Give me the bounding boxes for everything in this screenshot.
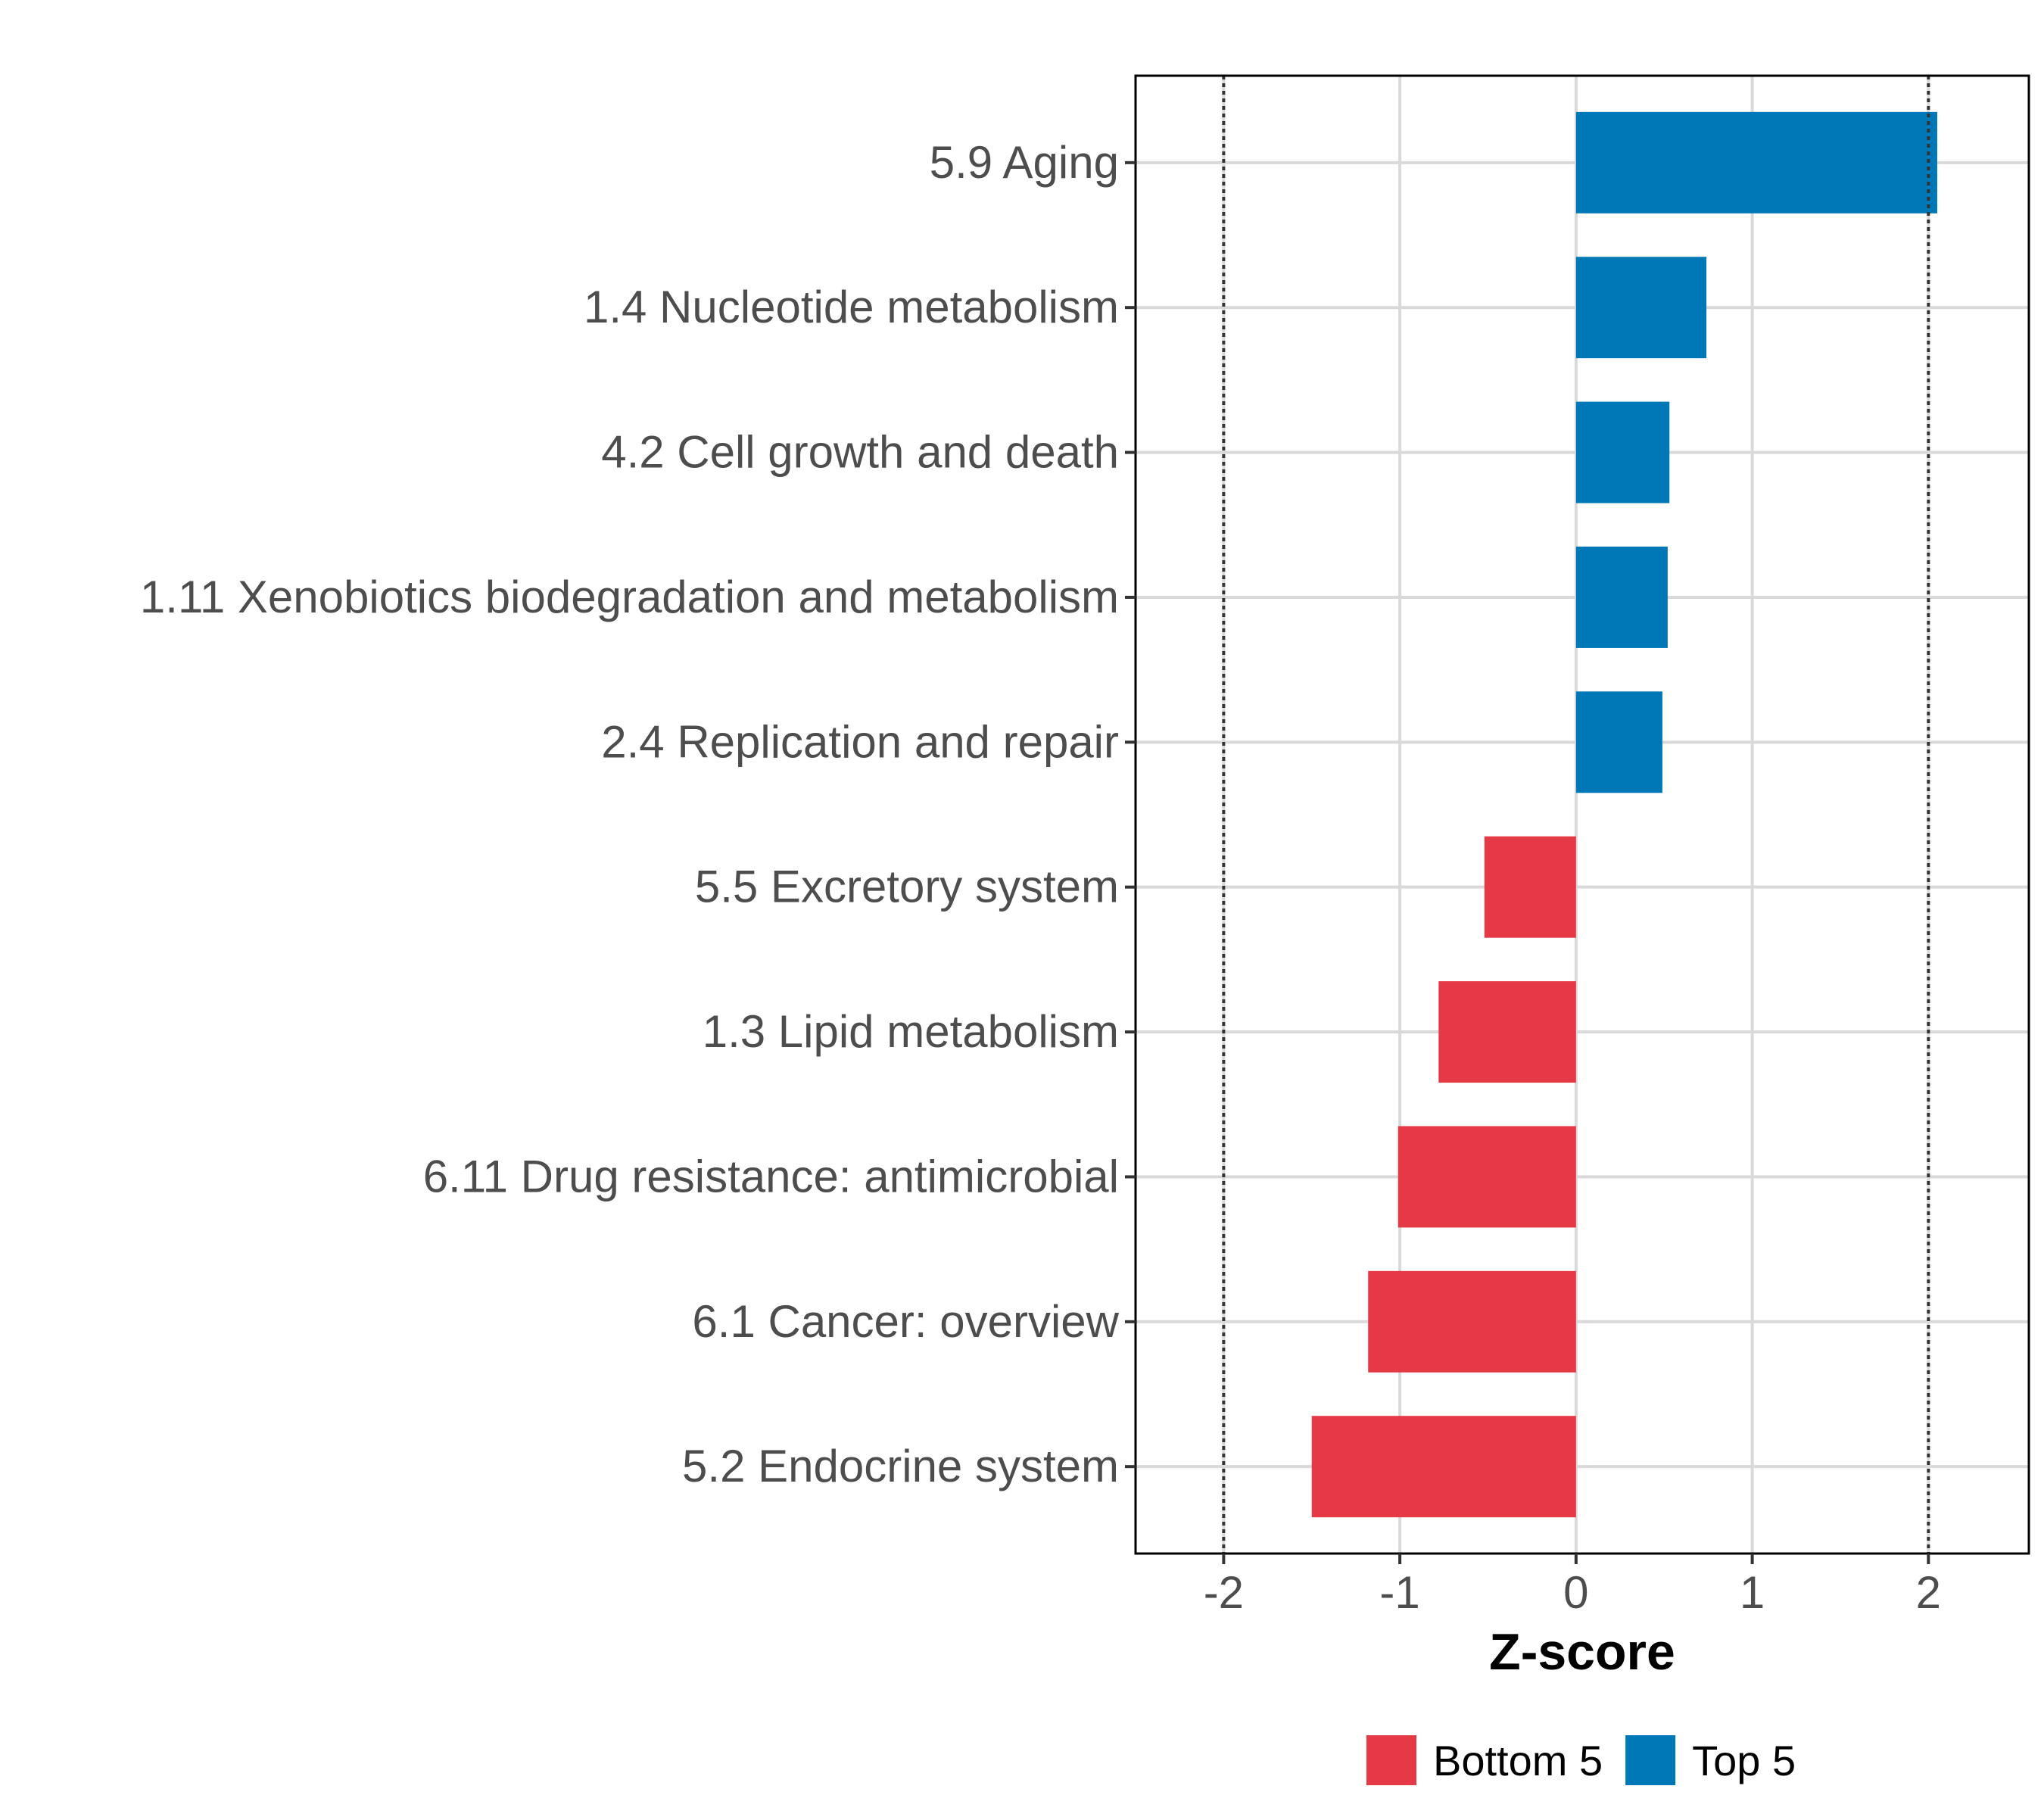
bar (1575, 401, 1670, 503)
bar (1575, 111, 1937, 213)
bar (1368, 1270, 1576, 1373)
x-tick-label: 0 (1563, 1567, 1588, 1618)
category-label: 5.2 Endocrine system (682, 1441, 1119, 1491)
bar (1397, 1126, 1576, 1228)
bar (1575, 691, 1662, 793)
category-label: 5.5 Excretory system (695, 862, 1119, 912)
x-tick-label: -2 (1204, 1567, 1244, 1618)
bar (1575, 546, 1668, 648)
x-tick-label: 2 (1916, 1567, 1941, 1618)
bar (1311, 1416, 1576, 1518)
bars-layer (1311, 111, 1937, 1518)
x-tick-label: 1 (1740, 1567, 1765, 1618)
category-label: 6.11 Drug resistance: antimicrobial (423, 1151, 1119, 1201)
legend: Bottom 5 Top 5 (1366, 1735, 1796, 1785)
category-label: 6.1 Cancer: overview (692, 1296, 1119, 1347)
category-label: 5.9 Aging (930, 137, 1119, 188)
bar (1438, 981, 1576, 1083)
panel-border (1134, 74, 2030, 1555)
legend-label: Bottom 5 (1433, 1737, 1603, 1784)
category-label: 2.4 Replication and repair (601, 716, 1119, 767)
legend-swatch (1625, 1735, 1676, 1785)
x-tick-label: -1 (1379, 1567, 1419, 1618)
category-label: 1.11 Xenobiotics biodegradation and meta… (140, 572, 1119, 622)
bar (1484, 836, 1576, 938)
legend-swatch (1366, 1735, 1416, 1785)
x-axis: -2 -1 0 1 2 (1204, 1554, 1941, 1618)
category-label: 1.4 Nucleotide metabolism (584, 282, 1119, 332)
category-label: 4.2 Cell growth and death (601, 427, 1119, 478)
legend-label: Top 5 (1692, 1737, 1796, 1784)
category-label: 1.3 Lipid metabolism (703, 1006, 1119, 1057)
y-axis: 5.9 Aging 1.4 Nucleotide metabolism 4.2 Ce… (140, 137, 1136, 1491)
x-axis-title: Z-score (1489, 1623, 1675, 1681)
bar (1575, 257, 1707, 359)
